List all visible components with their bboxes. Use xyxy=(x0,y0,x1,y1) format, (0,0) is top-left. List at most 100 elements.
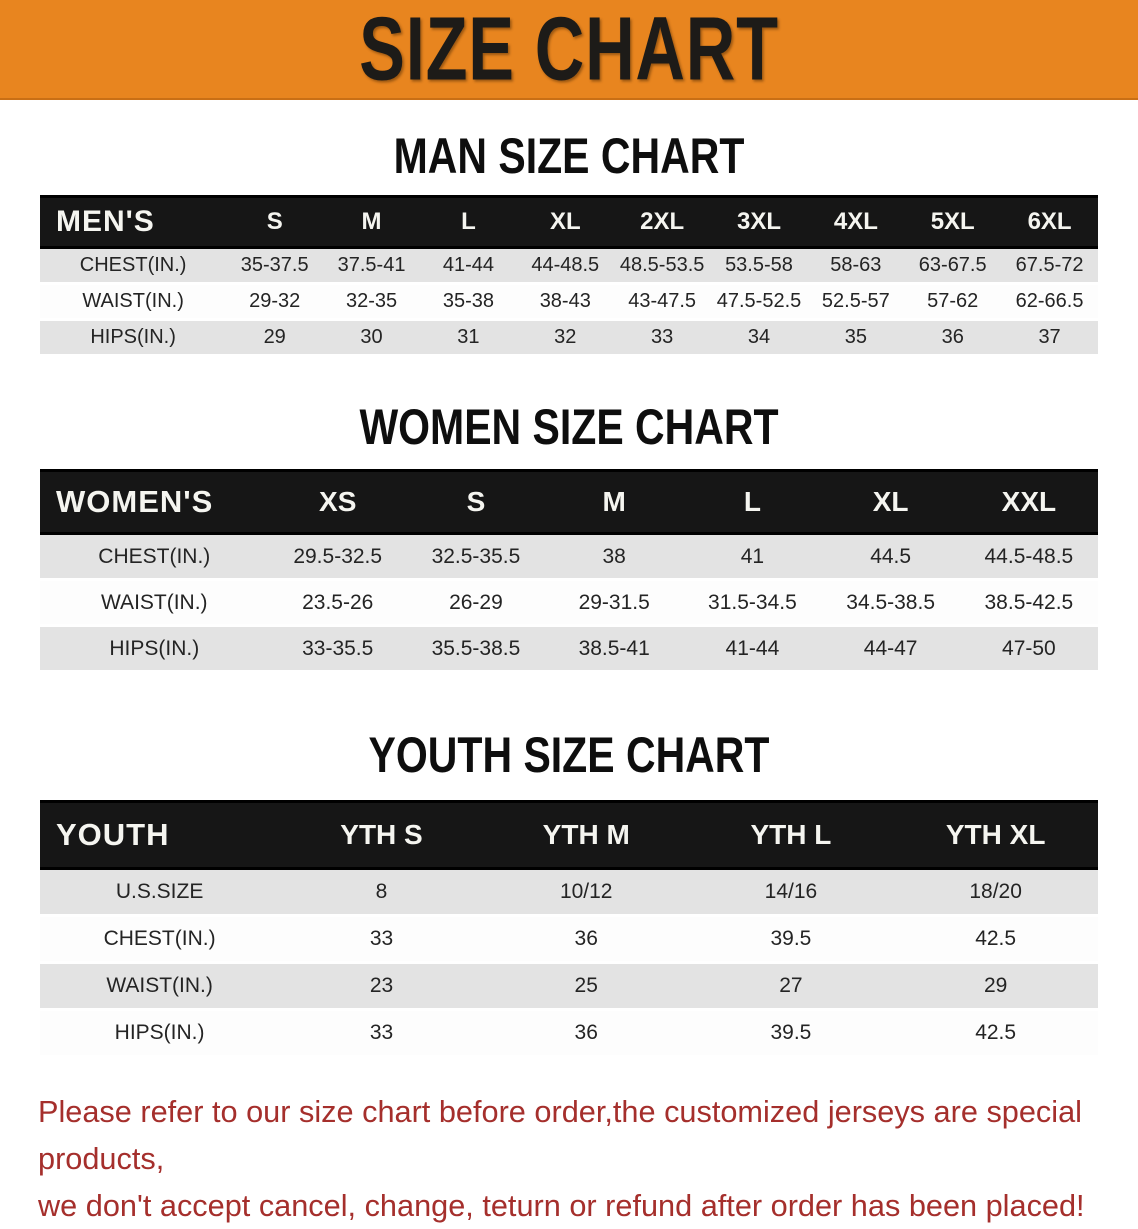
size-value-cell: 10/12 xyxy=(483,869,689,917)
size-value-cell: 31.5-34.5 xyxy=(683,581,822,627)
size-column-header: 2XL xyxy=(613,194,711,249)
section-heading-man: MAN SIZE CHART xyxy=(393,128,745,184)
size-value-cell: 31 xyxy=(419,320,517,357)
table-row: WAIST(IN.) 23 25 27 29 xyxy=(40,963,1098,1011)
size-value-cell: 42.5 xyxy=(893,916,1098,964)
size-column-header: XXL xyxy=(959,469,1098,535)
size-value-cell: 38.5-42.5 xyxy=(959,581,1098,627)
size-column-header: 5XL xyxy=(904,194,1002,249)
table-corner-label: MEN'S xyxy=(40,194,227,249)
disclaimer-line-2: we don't accept cancel, change, teturn o… xyxy=(38,1187,1085,1223)
size-value-cell: 63-67.5 xyxy=(904,248,1002,285)
table-row: CHEST(IN.) 35-37.5 37.5-41 41-44 44-48.5 48.5… xyxy=(40,248,1098,285)
size-value-cell: 30 xyxy=(323,320,420,357)
size-value-cell: 33 xyxy=(279,916,484,964)
size-value-cell: 35-37.5 xyxy=(226,248,324,285)
size-value-cell: 26-29 xyxy=(406,581,546,627)
size-table: WOMEN'S XS S M L XL XXL CHEST(IN.) 29.5-32.5 32.5… xyxy=(40,469,1098,673)
size-value-cell: 44-48.5 xyxy=(516,248,614,285)
size-value-cell: 44-47 xyxy=(821,627,960,673)
size-value-cell: 41 xyxy=(683,535,822,581)
womens-size-table-container: WOMEN'S XS S M L XL XXL CHEST(IN.) 29.5-32.5 32.5… xyxy=(40,469,1098,673)
size-value-cell: 67.5-72 xyxy=(1001,248,1098,285)
row-label: HIPS(IN.) xyxy=(40,1010,280,1058)
size-column-header: 6XL xyxy=(1001,194,1098,249)
table-row: CHEST(IN.) 33 36 39.5 42.5 xyxy=(40,916,1098,964)
size-value-cell: 52.5-57 xyxy=(807,284,905,321)
row-label: CHEST(IN.) xyxy=(40,916,280,964)
table-row: CHEST(IN.) 29.5-32.5 32.5-35.5 38 41 44.5 44.5… xyxy=(40,535,1098,581)
size-value-cell: 34.5-38.5 xyxy=(821,581,960,627)
size-column-header: 4XL xyxy=(807,194,905,249)
size-value-cell: 47-50 xyxy=(959,627,1098,673)
size-column-header: XS xyxy=(268,469,407,535)
size-value-cell: 29-32 xyxy=(226,284,324,321)
size-value-cell: 32 xyxy=(516,320,614,357)
size-value-cell: 41-44 xyxy=(419,248,517,285)
order-disclaimer-note: Please refer to our size chart before or… xyxy=(38,1088,1100,1229)
size-chart-banner: SIZE CHART xyxy=(0,0,1138,100)
size-value-cell: 29-31.5 xyxy=(545,581,684,627)
table-row: U.S.SIZE 8 10/12 14/16 18/20 xyxy=(40,869,1098,917)
size-value-cell: 34 xyxy=(710,320,808,357)
size-column-header: XL xyxy=(516,194,614,249)
table-row: HIPS(IN.) 29 30 31 32 33 34 35 36 37 xyxy=(40,320,1098,357)
disclaimer-line-1: Please refer to our size chart before or… xyxy=(38,1093,1082,1176)
size-value-cell: 47.5-52.5 xyxy=(710,284,808,321)
size-value-cell: 38-43 xyxy=(516,284,614,321)
size-value-cell: 41-44 xyxy=(683,627,822,673)
size-column-header: M xyxy=(323,194,420,249)
size-value-cell: 35 xyxy=(807,320,905,357)
size-value-cell: 33 xyxy=(279,1010,484,1058)
section-heading-youth: YOUTH SIZE CHART xyxy=(368,727,770,783)
size-value-cell: 42.5 xyxy=(893,1010,1098,1058)
page-title: SIZE CHART xyxy=(359,0,779,99)
size-value-cell: 35.5-38.5 xyxy=(406,627,546,673)
size-value-cell: 36 xyxy=(904,320,1002,357)
size-value-cell: 53.5-58 xyxy=(710,248,808,285)
size-value-cell: 29 xyxy=(893,963,1098,1011)
size-value-cell: 38 xyxy=(545,535,684,581)
table-corner-label: WOMEN'S xyxy=(40,469,269,535)
mens-size-table-container: MEN'S S M L XL 2XL 3XL 4XL 5XL 6XL CHEST(IN.) 35-37… xyxy=(40,194,1098,357)
row-label: WAIST(IN.) xyxy=(40,581,269,627)
table-row: HIPS(IN.) 33 36 39.5 42.5 xyxy=(40,1010,1098,1058)
size-value-cell: 37 xyxy=(1001,320,1098,357)
row-label: U.S.SIZE xyxy=(40,869,280,917)
size-column-header: S xyxy=(406,469,546,535)
table-row: WAIST(IN.) 29-32 32-35 35-38 38-43 43-47.5 47.… xyxy=(40,284,1098,321)
size-column-header: L xyxy=(683,469,822,535)
table-corner-label: YOUTH xyxy=(40,799,280,870)
size-value-cell: 36 xyxy=(483,1010,689,1058)
size-value-cell: 43-47.5 xyxy=(613,284,711,321)
row-label: WAIST(IN.) xyxy=(40,284,227,321)
size-value-cell: 48.5-53.5 xyxy=(613,248,711,285)
size-value-cell: 62-66.5 xyxy=(1001,284,1098,321)
size-value-cell: 44.5 xyxy=(821,535,960,581)
size-value-cell: 33 xyxy=(613,320,711,357)
size-column-header: YTH S xyxy=(279,799,484,870)
size-column-header: YTH XL xyxy=(893,799,1098,870)
size-value-cell: 27 xyxy=(688,963,894,1011)
size-value-cell: 29.5-32.5 xyxy=(268,535,407,581)
size-value-cell: 32-35 xyxy=(323,284,420,321)
table-header-row: MEN'S S M L XL 2XL 3XL 4XL 5XL 6XL xyxy=(40,194,1098,249)
row-label: HIPS(IN.) xyxy=(40,320,227,357)
size-column-header: S xyxy=(226,194,324,249)
size-value-cell: 18/20 xyxy=(893,869,1098,917)
youth-size-table-container: YOUTH YTH S YTH M YTH L YTH XL U.S.SIZE 8 10/12… xyxy=(40,799,1098,1058)
row-label: HIPS(IN.) xyxy=(40,627,269,673)
size-column-header: M xyxy=(545,469,684,535)
size-value-cell: 39.5 xyxy=(688,1010,894,1058)
size-column-header: YTH L xyxy=(688,799,894,870)
table-row: HIPS(IN.) 33-35.5 35.5-38.5 38.5-41 41-44 44-… xyxy=(40,627,1098,673)
size-value-cell: 39.5 xyxy=(688,916,894,964)
size-value-cell: 58-63 xyxy=(807,248,905,285)
size-column-header: L xyxy=(419,194,517,249)
size-value-cell: 29 xyxy=(226,320,324,357)
size-value-cell: 32.5-35.5 xyxy=(406,535,546,581)
size-value-cell: 57-62 xyxy=(904,284,1002,321)
size-table: MEN'S S M L XL 2XL 3XL 4XL 5XL 6XL CHEST(IN.) 35-37… xyxy=(40,194,1098,357)
size-column-header: XL xyxy=(821,469,960,535)
table-header-row: YOUTH YTH S YTH M YTH L YTH XL xyxy=(40,799,1098,870)
